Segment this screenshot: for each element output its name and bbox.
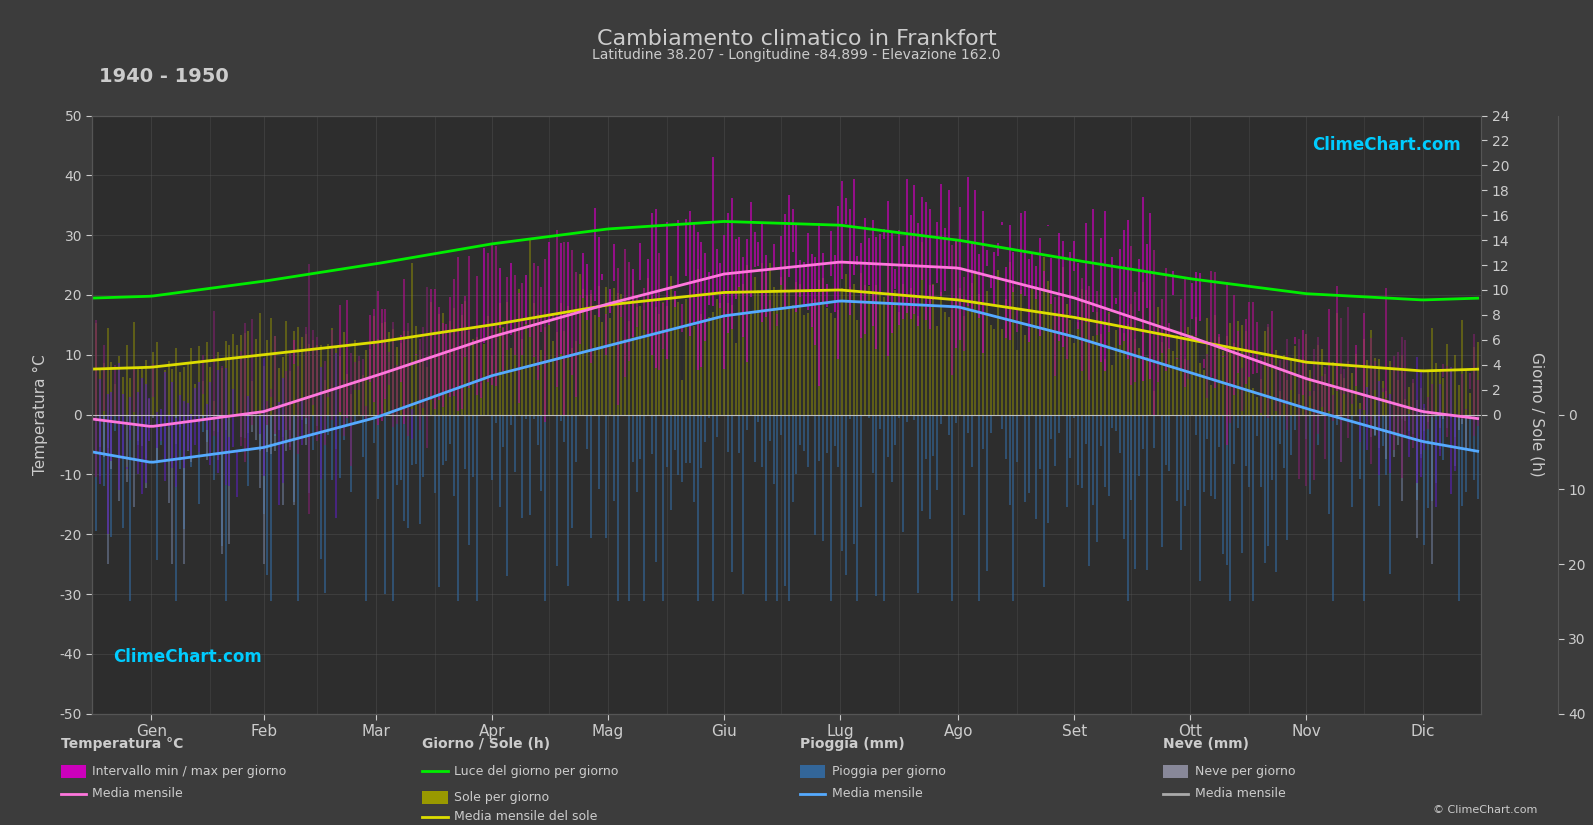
Text: ClimeChart.com: ClimeChart.com <box>1313 136 1461 154</box>
Text: Pioggia (mm): Pioggia (mm) <box>800 738 905 752</box>
Text: Pioggia per giorno: Pioggia per giorno <box>832 765 945 778</box>
Text: Sole per giorno: Sole per giorno <box>454 791 550 804</box>
Text: Temperatura °C: Temperatura °C <box>61 738 183 752</box>
Y-axis label: Temperatura °C: Temperatura °C <box>33 354 48 475</box>
Text: Media mensile: Media mensile <box>92 787 183 800</box>
Text: Intervallo min / max per giorno: Intervallo min / max per giorno <box>92 765 287 778</box>
Text: 1940 - 1950: 1940 - 1950 <box>99 67 229 86</box>
Text: Giorno / Sole (h): Giorno / Sole (h) <box>422 738 550 752</box>
Text: Latitudine 38.207 - Longitudine -84.899 - Elevazione 162.0: Latitudine 38.207 - Longitudine -84.899 … <box>593 48 1000 62</box>
Y-axis label: Giorno / Sole (h): Giorno / Sole (h) <box>1529 352 1544 477</box>
Text: Media mensile: Media mensile <box>1195 787 1286 800</box>
Text: Media mensile: Media mensile <box>832 787 922 800</box>
Text: Luce del giorno per giorno: Luce del giorno per giorno <box>454 765 618 778</box>
Text: Cambiamento climatico in Frankfort: Cambiamento climatico in Frankfort <box>597 29 996 49</box>
Text: ClimeChart.com: ClimeChart.com <box>113 648 261 666</box>
Text: Media mensile del sole: Media mensile del sole <box>454 810 597 823</box>
Text: Neve (mm): Neve (mm) <box>1163 738 1249 752</box>
Text: © ClimeChart.com: © ClimeChart.com <box>1432 805 1537 815</box>
Text: Neve per giorno: Neve per giorno <box>1195 765 1295 778</box>
